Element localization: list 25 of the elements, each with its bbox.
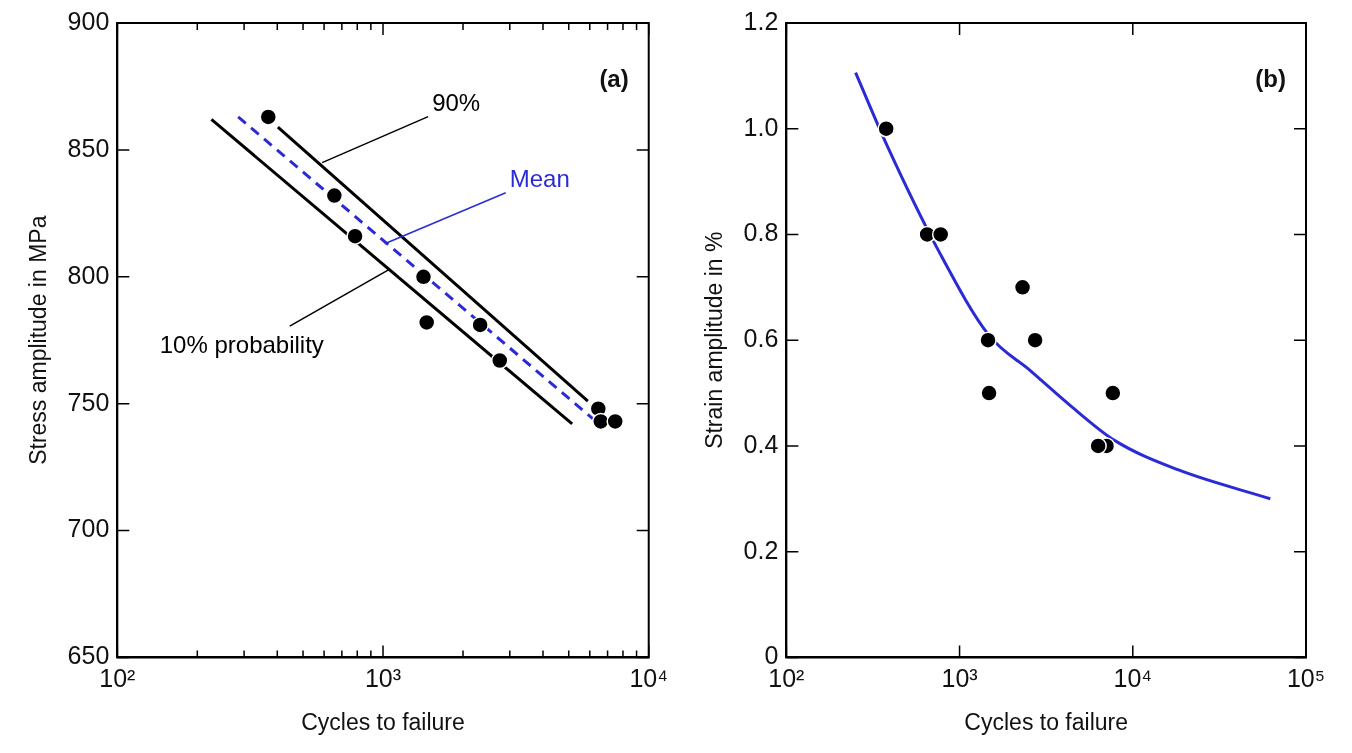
- y-tick-label: 1.0: [743, 112, 779, 141]
- y-tick-label: 900: [67, 6, 110, 35]
- y-tick-label: 0.2: [743, 535, 779, 564]
- y-tick-label: 0.4: [743, 429, 779, 458]
- x-tick-label: 10³: [941, 664, 978, 693]
- y-tick-label: 1.2: [743, 6, 779, 35]
- x-tick-label: 10⁴: [1113, 664, 1153, 693]
- x-tick-label: 10⁴: [629, 664, 669, 693]
- y-tick-label: 0.8: [743, 218, 779, 247]
- x-tick-label: 10⁵: [1286, 664, 1326, 693]
- annotation: Mean: [509, 165, 570, 193]
- annotation: (a): [599, 64, 629, 92]
- y-axis-title: Strain amplitude in %: [701, 231, 728, 449]
- annotation: 90%: [432, 89, 481, 117]
- y-tick-label: 0.6: [743, 324, 779, 353]
- y-tick-label: 800: [67, 260, 110, 289]
- annotation: 10% probability: [159, 330, 324, 358]
- y-tick-label: 700: [67, 514, 110, 543]
- x-tick-label: 10³: [364, 664, 402, 693]
- y-axis-title: Stress amplitude in MPa: [25, 215, 52, 465]
- x-axis-title: Cycles to failure: [301, 708, 465, 735]
- x-axis-title: Cycles to failure: [964, 708, 1128, 735]
- y-tick-label: 750: [67, 387, 110, 416]
- y-tick-label: 850: [67, 133, 110, 162]
- annotation: (b): [1255, 64, 1286, 92]
